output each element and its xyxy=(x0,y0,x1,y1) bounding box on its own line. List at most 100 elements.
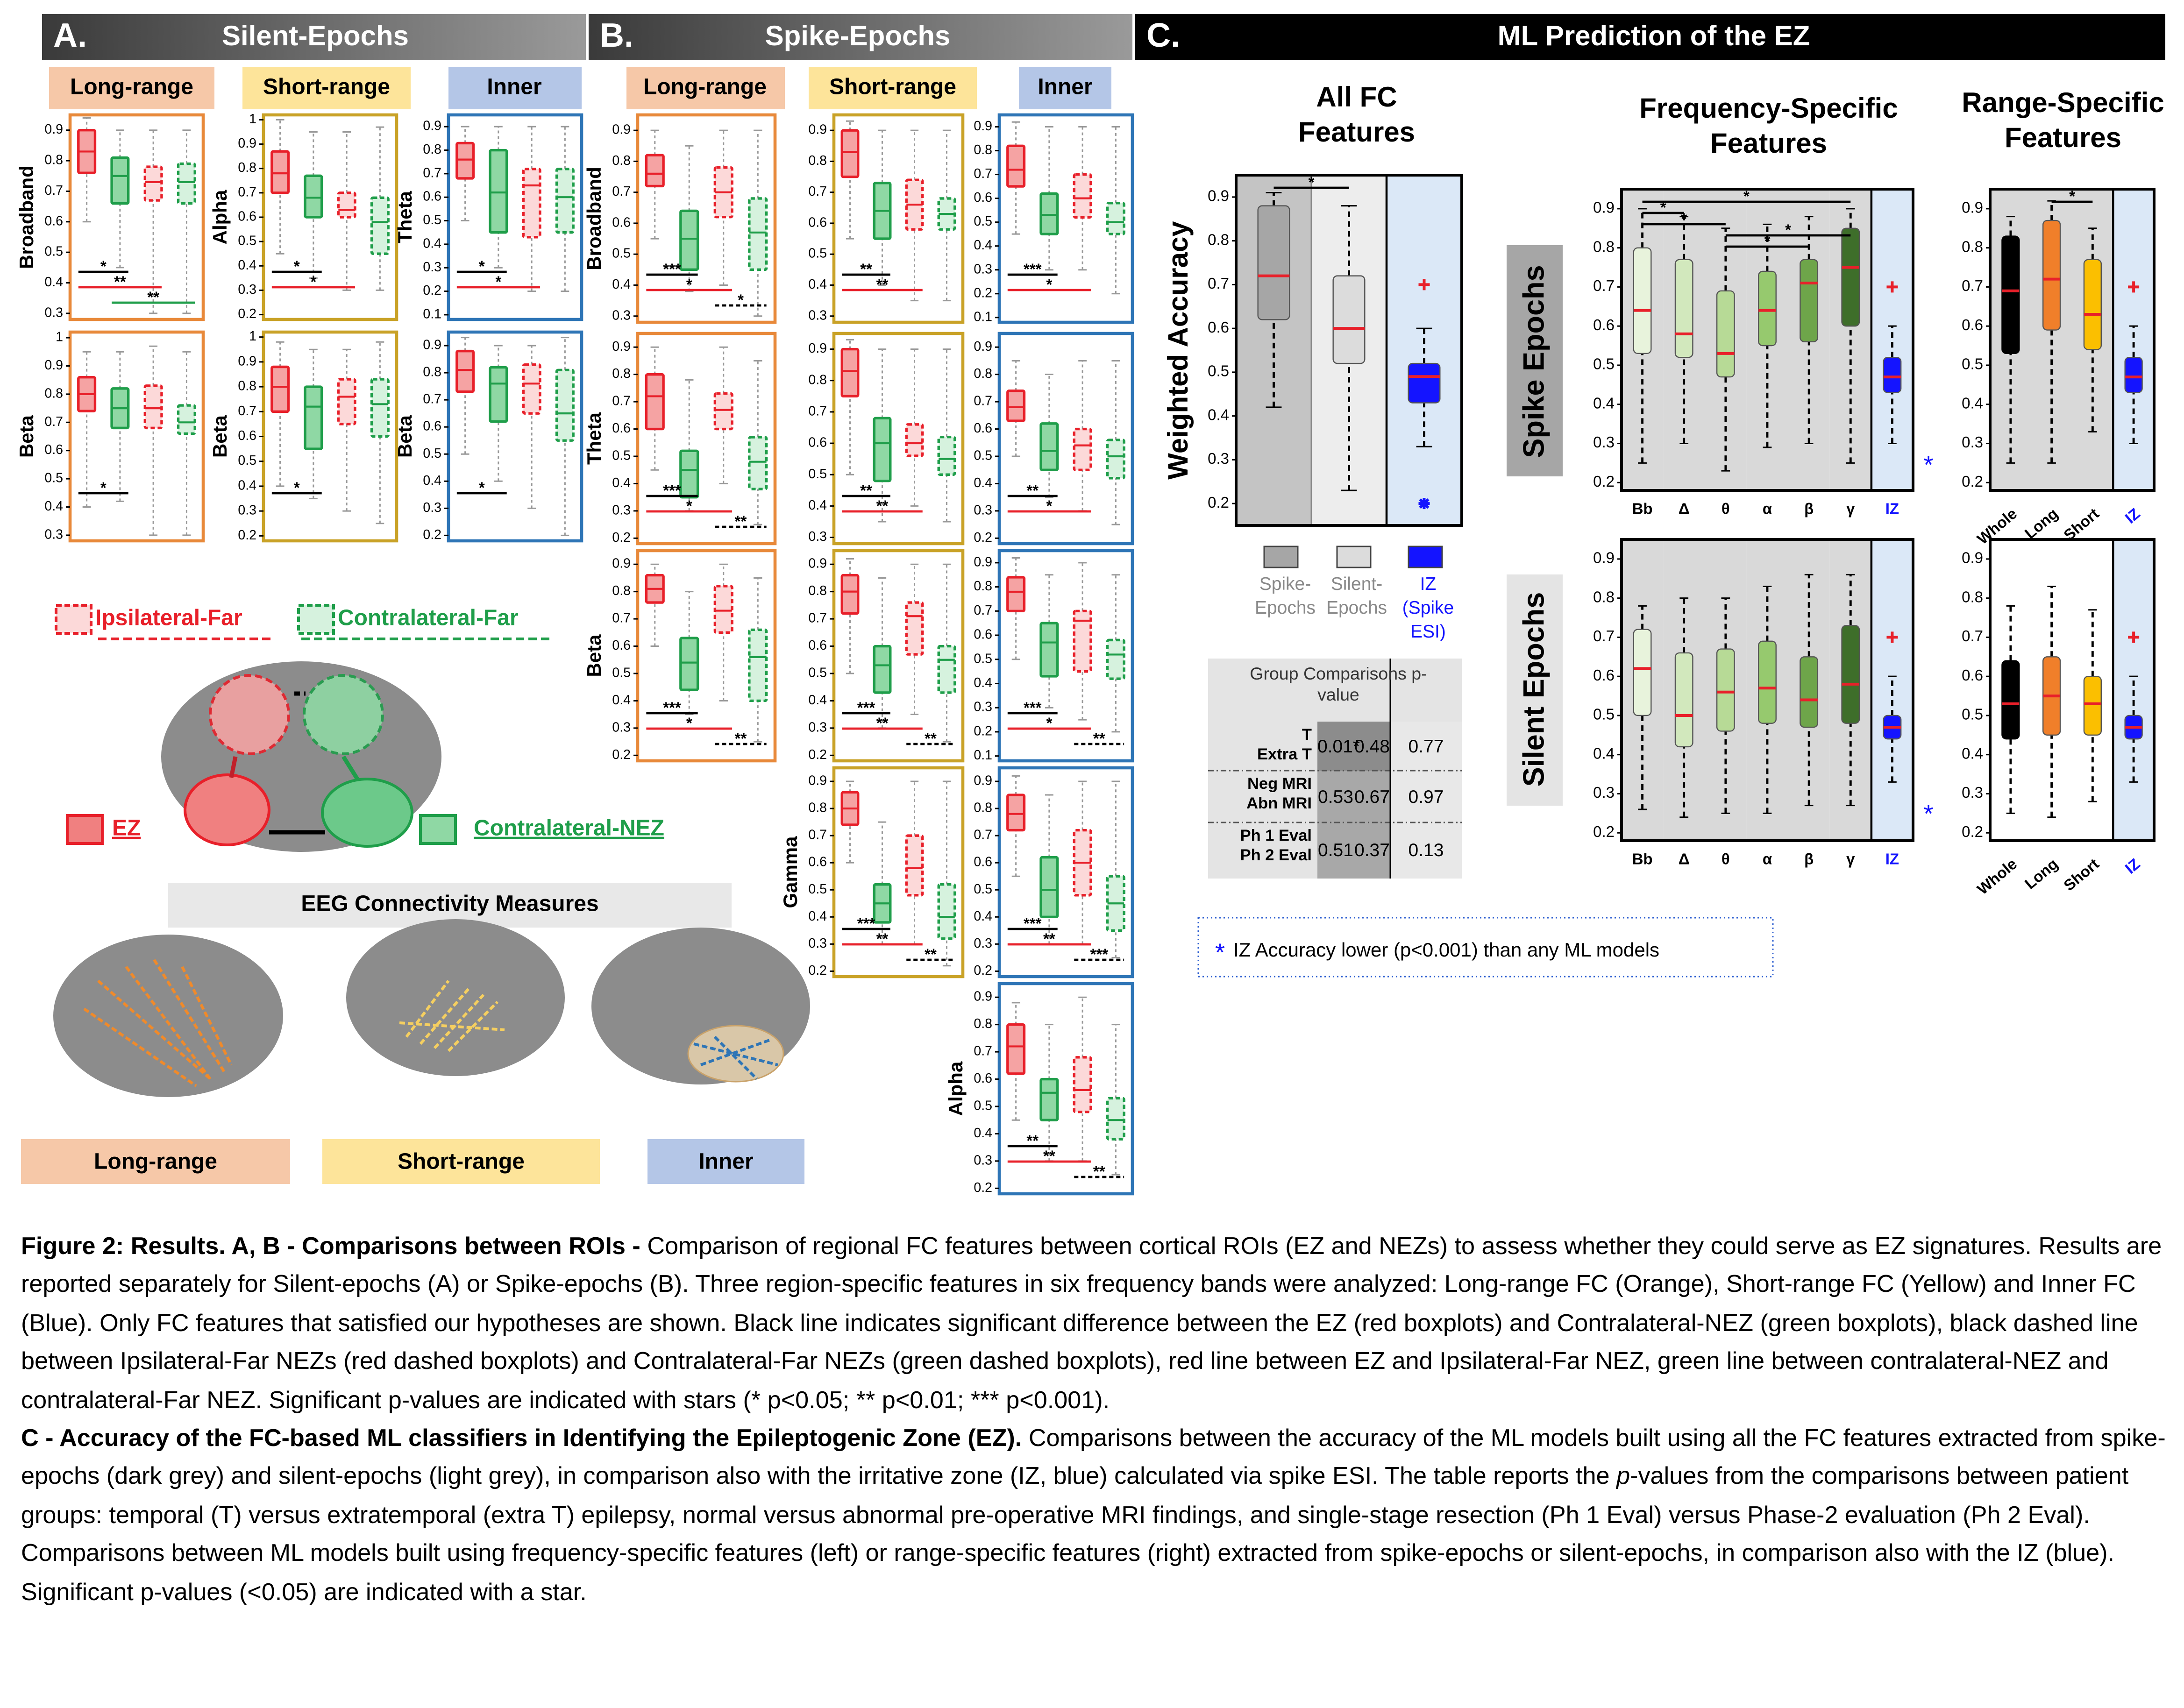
y-tick-label: 0.3 xyxy=(238,503,256,518)
y-tick-label: 0.8 xyxy=(44,386,63,401)
box xyxy=(937,435,956,476)
box xyxy=(1006,144,1026,188)
panel-letter: C. xyxy=(1146,17,1180,54)
table-cell: 0.13 xyxy=(1408,839,1444,860)
y-tick-label: 1 xyxy=(56,330,63,345)
box xyxy=(2083,259,2102,350)
x-tick-label: α xyxy=(1763,850,1772,868)
x-tick-label: θ xyxy=(1722,500,1730,517)
plot-frame xyxy=(997,982,1134,1196)
box xyxy=(522,168,541,239)
y-tick-label: 0.8 xyxy=(612,366,631,381)
outlier xyxy=(1418,279,1430,291)
column-label-box xyxy=(448,67,582,110)
y-tick-label: 0.7 xyxy=(423,165,441,180)
x-tick-label: Short xyxy=(2060,855,2102,894)
y-tick-label: 0.9 xyxy=(1962,549,1983,567)
y-tick-label: 0.8 xyxy=(808,801,827,815)
significance-label: * xyxy=(479,479,485,496)
x-tick-label: Long xyxy=(2021,505,2062,542)
y-tick-label: 0.4 xyxy=(974,675,992,690)
box xyxy=(455,142,475,180)
significance-label: * xyxy=(100,258,107,275)
outlier xyxy=(2128,631,2140,643)
significance-label: * xyxy=(1785,221,1791,239)
box xyxy=(645,373,665,431)
plot-frame xyxy=(997,549,1134,763)
box xyxy=(1841,227,1860,327)
y-tick-label: 0.2 xyxy=(1593,473,1615,490)
y-tick-label: 0.6 xyxy=(1962,316,1983,333)
x-tick-label: α xyxy=(1763,500,1772,517)
y-tick-label: 0.7 xyxy=(1962,277,1983,294)
box xyxy=(905,601,924,656)
box xyxy=(1106,638,1125,680)
y-tick-label: 0.6 xyxy=(974,855,992,870)
significance-label: ** xyxy=(735,730,747,747)
y-tick-label: 0.7 xyxy=(612,611,631,626)
table-cell: 0.48 xyxy=(1354,735,1390,756)
y-tick-label: 0.6 xyxy=(808,855,827,870)
y-tick-label: 0.7 xyxy=(808,828,827,843)
y-tick-label: 0.4 xyxy=(974,909,992,924)
y-tick-label: 0.4 xyxy=(808,498,827,513)
panel-title: Silent-Epochs xyxy=(222,20,409,51)
plot-band xyxy=(1871,539,1913,841)
y-tick-label: 0.8 xyxy=(1593,588,1615,605)
y-tick-label: 0.8 xyxy=(808,372,827,387)
y-tick-label: 0.4 xyxy=(808,909,827,924)
x-tick-label: Bb xyxy=(1632,850,1653,868)
box xyxy=(679,637,699,691)
outlier xyxy=(1418,498,1430,510)
significance-label: *** xyxy=(1024,699,1042,716)
significance-label: * xyxy=(1681,210,1687,227)
brain xyxy=(53,934,283,1097)
significance-label: ** xyxy=(876,276,889,293)
box xyxy=(873,417,892,482)
y-tick-label: 0.4 xyxy=(1593,744,1615,762)
plot-frame xyxy=(447,113,583,321)
y-tick-label: 0.9 xyxy=(808,556,827,571)
y-tick-label: 0.3 xyxy=(1962,433,1983,451)
y-tick-label: 0.7 xyxy=(808,404,827,418)
box xyxy=(1039,422,1059,471)
y-tick-label: 0.9 xyxy=(238,354,256,369)
legend-swatch xyxy=(54,603,92,635)
plot-frame xyxy=(1988,538,2156,842)
box xyxy=(304,385,323,450)
significance-label: * xyxy=(1046,497,1052,515)
table-cell: 0.37 xyxy=(1354,839,1390,860)
y-tick-label: 0.6 xyxy=(808,435,827,450)
box xyxy=(1633,629,1652,716)
figure-graphics: A. Silent-Epochs B. Spike-Epochs C. ML P… xyxy=(15,14,2165,1196)
legend-swatch xyxy=(419,814,457,845)
significance-label: *** xyxy=(1024,261,1042,278)
y-tick-label: 0.6 xyxy=(1593,666,1615,684)
y-tick-label: 0.5 xyxy=(1962,355,1983,373)
y-tick-label: 0.7 xyxy=(423,392,441,407)
outlier xyxy=(1886,281,1898,293)
box xyxy=(1006,794,1026,832)
y-tick-label: 0.8 xyxy=(423,365,441,380)
y-tick-label: 0.5 xyxy=(974,882,992,897)
y-tick-label: 0.8 xyxy=(238,379,256,394)
y-tick-label: 0.7 xyxy=(974,603,992,618)
y-tick-label: 0.7 xyxy=(612,394,631,409)
box xyxy=(840,347,860,398)
box xyxy=(679,449,699,499)
y-tick-label: 0.8 xyxy=(808,153,827,168)
significance-label: * xyxy=(1660,199,1666,216)
table-cell: 0.97 xyxy=(1408,785,1444,807)
x-tick-label: IZ xyxy=(1885,850,1899,868)
y-tick-label: 0.9 xyxy=(1593,199,1615,216)
y-tick-label: 0.5 xyxy=(808,467,827,482)
significance-label: *** xyxy=(663,261,681,278)
box xyxy=(1758,270,1777,347)
x-tick-label: Whole xyxy=(1974,855,2020,898)
y-axis-label: Beta xyxy=(209,415,231,458)
y-tick-label: 0.4 xyxy=(612,475,631,490)
box xyxy=(1039,856,1059,918)
y-tick-label: 0.8 xyxy=(974,1016,992,1031)
y-tick-label: 0.3 xyxy=(423,500,441,515)
box xyxy=(270,365,290,413)
